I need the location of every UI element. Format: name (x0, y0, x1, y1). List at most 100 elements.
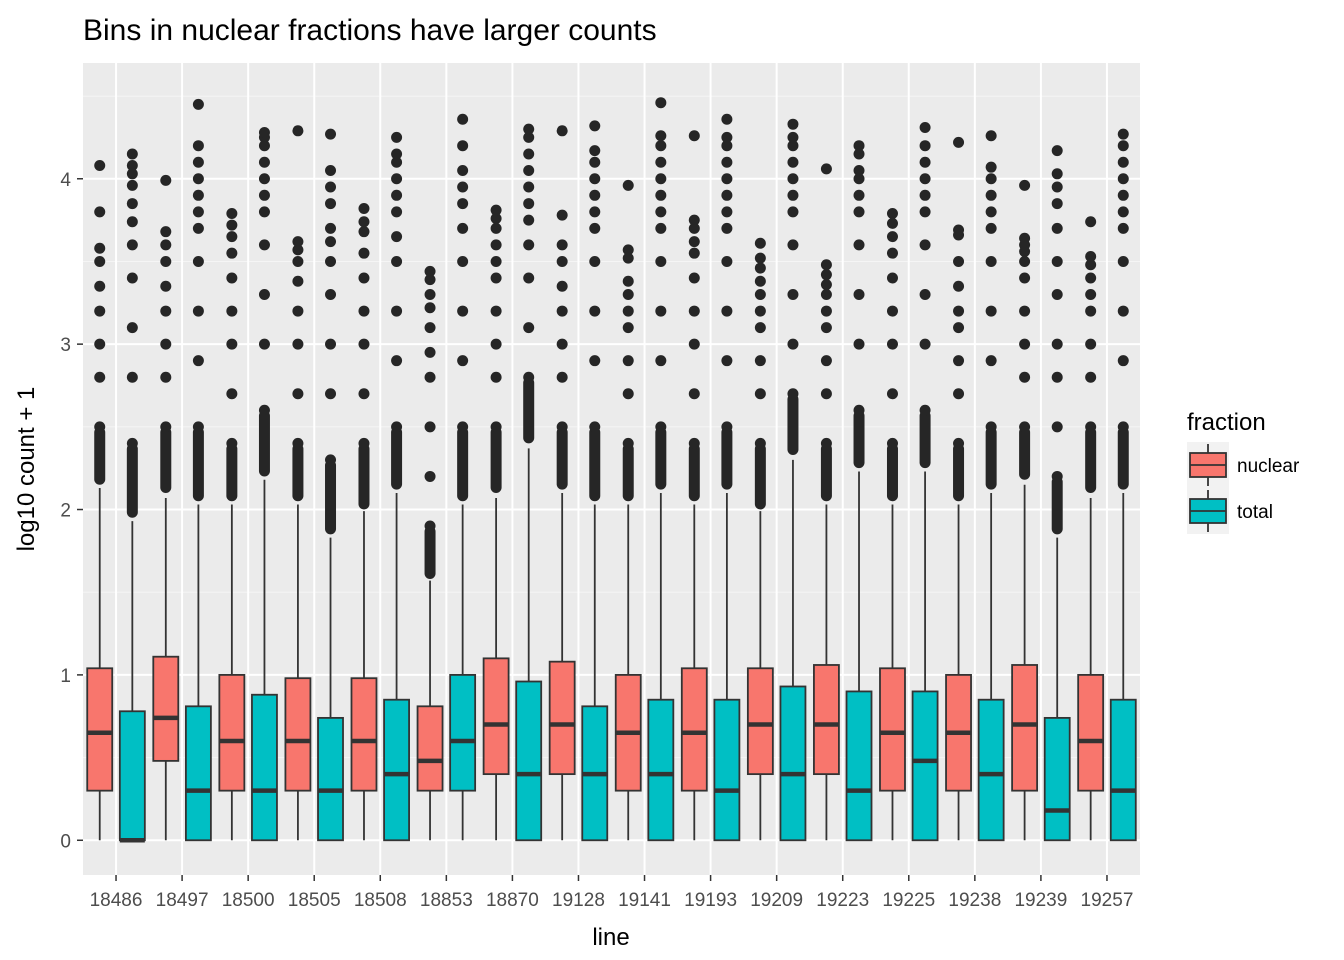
outlier-point (292, 338, 304, 350)
box-nuclear-18505 (284, 125, 312, 841)
box-body (879, 667, 906, 792)
outlier-point (258, 140, 270, 152)
outlier-point (688, 338, 700, 350)
x-tick-label: 18500 (222, 890, 275, 911)
box-total-19193 (713, 113, 741, 842)
box-body (152, 655, 180, 762)
box-nuclear-18870 (482, 204, 510, 841)
box-nuclear-18486 (86, 160, 114, 841)
outlier-cluster (953, 443, 965, 502)
box-body (1077, 673, 1105, 792)
outlier-cluster (688, 443, 700, 502)
outlier-point (424, 265, 436, 277)
outlier-point (985, 130, 997, 142)
outlier-point (126, 239, 138, 251)
y-axis: 0 1 2 3 4 (60, 170, 83, 852)
outlier-point (292, 437, 304, 449)
outlier-point (886, 207, 898, 219)
outlier-point (192, 173, 204, 185)
outlier-point (292, 125, 304, 137)
outlier-point (556, 305, 568, 317)
box-nuclear-19257 (1077, 216, 1105, 841)
outlier-point (457, 113, 469, 125)
box-body (118, 710, 146, 842)
outlier-point (655, 355, 667, 367)
outlier-point (523, 164, 535, 176)
outlier-point (490, 338, 502, 350)
outlier-cluster (1085, 426, 1097, 493)
outlier-point (1051, 338, 1063, 350)
outlier-point (985, 173, 997, 185)
legend-key-nuclear (1187, 442, 1229, 488)
outlier-cluster (424, 526, 436, 579)
outlier-point (721, 113, 733, 125)
outlier-point (391, 421, 403, 433)
outlier-point (721, 421, 733, 433)
outlier-point (160, 255, 172, 267)
outlier-cluster (160, 426, 172, 493)
outlier-point (126, 371, 138, 383)
chart-title: Bins in nuclear fractions have larger co… (83, 14, 657, 47)
outlier-point (853, 164, 865, 176)
outlier-point (919, 140, 931, 152)
outlier-point (622, 355, 634, 367)
outlier-point (226, 388, 238, 400)
outlier-point (688, 214, 700, 226)
outlier-point (1117, 206, 1129, 218)
outlier-point (94, 255, 106, 267)
outlier-point (655, 421, 667, 433)
outlier-point (292, 244, 304, 256)
outlier-point (556, 239, 568, 251)
box-nuclear-19223 (813, 163, 840, 841)
outlier-point (1019, 338, 1031, 350)
outlier-point (655, 156, 667, 168)
outlier-point (622, 275, 634, 287)
outlier-point (787, 189, 799, 201)
outlier-point (160, 174, 172, 186)
box-total-18505 (317, 128, 344, 842)
outlier-point (853, 206, 865, 218)
outlier-point (325, 236, 337, 248)
outlier-point (424, 289, 436, 301)
box-total-19141 (647, 97, 675, 842)
box-body (86, 667, 114, 792)
outlier-point (358, 272, 370, 284)
outlier-point (457, 164, 469, 176)
outlier-point (391, 189, 403, 201)
outlier-point (226, 338, 238, 350)
outlier-point (556, 209, 568, 221)
outlier-point (325, 164, 337, 176)
outlier-point (325, 454, 337, 466)
outlier-point (985, 355, 997, 367)
outlier-point (953, 388, 965, 400)
box-nuclear-19193 (680, 130, 708, 841)
box-body (977, 698, 1005, 842)
outlier-point (94, 305, 106, 317)
y-axis-title: log10 count + 1 (13, 387, 40, 552)
outlier-point (655, 222, 667, 234)
outlier-cluster (490, 426, 502, 493)
outlier-cluster (258, 410, 270, 477)
y-tick-label: 3 (60, 335, 71, 356)
box-total-18497 (184, 98, 212, 842)
outlier-point (886, 305, 898, 317)
outlier-point (391, 206, 403, 218)
box-nuclear-18853 (416, 265, 444, 841)
outlier-point (523, 272, 535, 284)
outlier-point (126, 272, 138, 284)
outlier-point (754, 289, 766, 301)
outlier-point (1051, 168, 1063, 180)
outlier-point (192, 421, 204, 433)
box-nuclear-19225 (879, 207, 906, 841)
outlier-point (655, 305, 667, 317)
outlier-point (754, 262, 766, 274)
outlier-point (258, 206, 270, 218)
outlier-point (160, 226, 172, 238)
outlier-point (1117, 222, 1129, 234)
outlier-point (853, 239, 865, 251)
outlier-point (226, 305, 238, 317)
y-tick-label: 1 (60, 666, 71, 687)
outlier-point (126, 168, 138, 180)
outlier-point (358, 203, 370, 215)
